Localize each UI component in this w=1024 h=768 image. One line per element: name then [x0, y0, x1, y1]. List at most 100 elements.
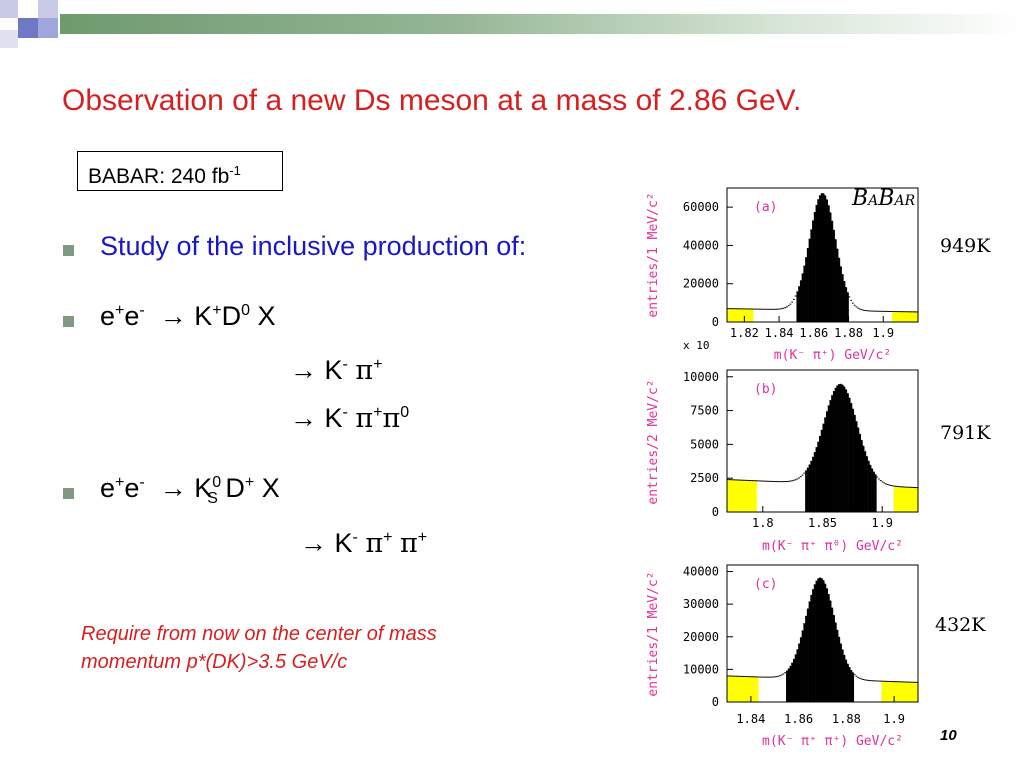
histogram-bin	[839, 266, 842, 322]
histogram-bin	[812, 457, 815, 512]
histogram-bin	[831, 608, 834, 702]
histogram-bin	[817, 442, 820, 512]
histogram-bin	[820, 578, 823, 702]
histogram-bin	[836, 249, 839, 322]
histogram-bin	[862, 446, 865, 512]
histogram-bin	[907, 311, 910, 322]
x-axis-label: m(K⁻ π⁺ π⁰) GeV/c²	[762, 539, 903, 554]
histogram-bin	[860, 440, 863, 512]
y-tick-label: 20000	[683, 630, 719, 644]
histogram-bin	[792, 659, 796, 702]
histogram-bin	[732, 676, 735, 702]
histogram-bin	[751, 676, 754, 702]
histogram-bin	[796, 291, 799, 322]
histogram-bin	[751, 480, 754, 512]
histogram-bin	[735, 308, 738, 322]
histogram-bin	[817, 199, 820, 322]
histogram-bin	[916, 682, 919, 702]
histogram-bin	[893, 486, 896, 512]
histogram-bin	[742, 480, 745, 512]
histogram-bin	[848, 667, 851, 702]
histogram-bin	[749, 676, 752, 702]
histogram-bin	[898, 311, 901, 322]
panel-label: (c)	[754, 577, 777, 592]
histogram-bin	[789, 666, 792, 702]
histogram-bin	[732, 479, 735, 512]
histogram-bin	[907, 487, 910, 512]
histogram-bin	[843, 655, 846, 702]
x-tick-label: 1.9	[872, 326, 894, 340]
histogram-bin	[904, 681, 907, 702]
histogram-bin	[737, 308, 740, 322]
histogram-bin	[900, 486, 903, 512]
histogram-bin	[747, 480, 750, 512]
histogram-bin	[886, 681, 889, 702]
histogram-bin	[805, 257, 808, 322]
histogram-bin	[829, 212, 832, 322]
histogram-bin	[874, 474, 877, 512]
histogram-bin	[838, 384, 841, 512]
x-tick-label: 1.9	[883, 712, 905, 726]
slide-title: Observation of a new Ds meson at a mass …	[62, 84, 802, 117]
histogram-bin	[730, 676, 733, 702]
histogram-bin	[817, 578, 820, 702]
histogram-bin	[753, 480, 756, 512]
histogram-bin	[841, 649, 844, 702]
histogram-bin	[799, 280, 802, 322]
y-tick-label: 0	[712, 315, 719, 329]
x-tick-label: 1.88	[832, 712, 861, 726]
histogram-bin	[909, 682, 912, 702]
histogram-bin	[756, 676, 759, 702]
histogram-bin	[865, 456, 868, 512]
histogram-bin	[728, 675, 731, 702]
plot-frame	[726, 564, 919, 703]
histogram-bin	[904, 487, 907, 512]
y-tick-label: 0	[712, 695, 719, 709]
histogram-bin	[898, 486, 901, 512]
y-tick-label: 40000	[683, 565, 719, 579]
histogram-bin	[746, 480, 749, 512]
histogram-bin	[824, 584, 827, 702]
histogram-bin	[881, 681, 884, 702]
histogram-bin	[914, 487, 917, 512]
histogram-bin	[893, 311, 896, 322]
histogram-bin	[742, 308, 745, 322]
histogram-bin	[742, 676, 745, 702]
histogram-bin	[825, 588, 829, 702]
histogram-bin	[727, 675, 730, 702]
histogram-bin	[740, 676, 743, 702]
histogram-bin	[813, 584, 816, 702]
histogram-bin	[857, 427, 860, 512]
histogram-bin	[836, 630, 839, 702]
histogram-bin	[791, 663, 794, 702]
luminosity-box: BABAR: 240 fb-1	[77, 151, 283, 191]
histogram-bin	[819, 436, 822, 512]
histogram-bin	[841, 274, 844, 322]
histogram-bin	[914, 311, 917, 322]
histogram-bin	[914, 682, 917, 702]
x-axis-label: m(K⁻ π⁺ π⁺) GeV/c²	[762, 734, 903, 749]
histogram-bin	[841, 385, 844, 512]
x-tick-label: 1.84	[736, 712, 765, 726]
histogram-bin	[852, 672, 855, 702]
histogram-bin	[803, 266, 806, 322]
histogram-bin	[827, 594, 830, 702]
x-tick-label: 1.82	[730, 326, 759, 340]
histogram-bin	[898, 681, 901, 702]
plot-frame	[726, 187, 919, 323]
histogram-bin	[912, 311, 915, 322]
histogram-bin	[810, 595, 813, 702]
histogram-bin	[815, 447, 818, 512]
histogram-bin	[827, 405, 830, 512]
histogram-bin	[872, 472, 875, 512]
histogram-bin	[822, 193, 825, 322]
histogram-bin	[846, 393, 849, 512]
histogram-bin	[798, 644, 801, 702]
histogram-bin	[747, 308, 750, 322]
histogram-bin	[808, 601, 811, 702]
histogram-bin	[900, 681, 903, 702]
histogram-bin	[812, 589, 815, 702]
histogram-bin	[848, 398, 851, 512]
histogram-bin	[751, 309, 754, 322]
note-line-1: Require from now on the center of mass	[81, 623, 437, 645]
